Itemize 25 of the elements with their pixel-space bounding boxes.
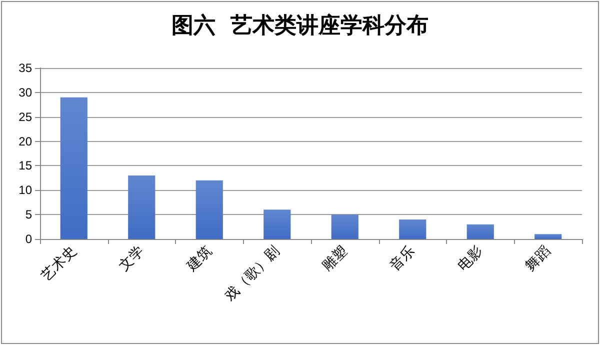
y-tick-label: 10 — [18, 183, 32, 198]
y-tick-label: 30 — [18, 85, 32, 100]
bar — [399, 219, 426, 239]
bar — [128, 175, 156, 239]
x-tick-label: 雕塑 — [319, 243, 351, 274]
bar — [331, 214, 358, 239]
x-tick-label: 音乐 — [387, 243, 418, 274]
y-tick-label: 0 — [25, 232, 32, 246]
y-tick-label: 35 — [18, 61, 32, 75]
x-tick-label: 文学 — [116, 243, 148, 274]
x-tick-label: 戏（歌）剧 — [222, 243, 283, 304]
y-tick-label: 15 — [18, 158, 32, 173]
y-tick-label: 5 — [25, 208, 32, 222]
x-tick-label: 建筑 — [183, 243, 216, 276]
bar — [196, 180, 223, 239]
chart-title: 图六 艺术类讲座学科分布 — [171, 12, 429, 38]
bar — [466, 224, 494, 239]
y-tick-label: 25 — [18, 110, 32, 124]
bar — [60, 97, 88, 239]
x-tick-label: 电影 — [454, 243, 486, 274]
y-tick-label: 20 — [18, 134, 32, 148]
bar — [534, 234, 562, 239]
x-tick-label: 艺术史 — [38, 243, 80, 284]
x-tick-label: 舞蹈 — [522, 243, 554, 274]
bar — [264, 210, 291, 239]
